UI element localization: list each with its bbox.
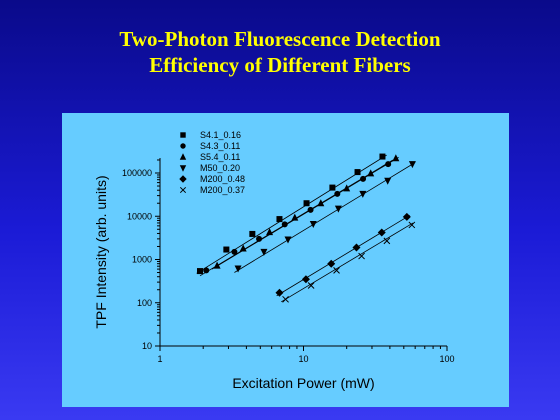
- data-point-m50-0-20: [260, 248, 268, 256]
- data-point-m50-0-20: [384, 177, 392, 185]
- legend-marker-s4-3-0-11: [180, 143, 186, 149]
- data-point-m50-0-20: [309, 221, 317, 229]
- x-tick-label: 100: [439, 354, 454, 364]
- y-axis-title: TPF Intensity (arb. units): [93, 175, 109, 328]
- data-point-m50-0-20: [334, 205, 342, 213]
- data-point-s5-4-0-11: [291, 213, 299, 221]
- legend-marker-s5-4-0-11: [179, 153, 187, 160]
- data-point-s5-4-0-11: [317, 199, 325, 207]
- legend-marker-m200-0-37: [179, 186, 187, 194]
- legend-label-s4-3-0-11: S4.3_0.11: [200, 141, 240, 151]
- legend-label-m200-0-37: M200_0.37: [200, 185, 245, 195]
- data-point-m200-0-48: [301, 275, 310, 284]
- data-point-s4-1-0-16: [354, 169, 361, 176]
- legend-marker-s4-1-0-16: [180, 132, 186, 138]
- y-tick-label: 10: [142, 341, 152, 351]
- data-point-m50-0-20: [234, 265, 242, 273]
- legend-marker-m50-0-20: [179, 165, 187, 172]
- data-point-m200-0-37: [282, 295, 289, 303]
- data-point-s4-1-0-16: [197, 268, 204, 275]
- data-point-m200-0-48: [352, 243, 361, 252]
- data-point-m200-0-37: [383, 237, 391, 245]
- tpf-chart: 1 10 100 10 100 1000 10000 100000 Excitation Pow…: [93, 130, 455, 391]
- data-point-m200-0-37: [358, 252, 365, 260]
- data-point-s4-3-0-11: [231, 248, 238, 255]
- plot-panel: 1 10 100 10 100 1000 10000 100000 Excitation Pow…: [62, 113, 509, 407]
- data-point-m200-0-48: [275, 288, 284, 297]
- data-point-m200-0-37: [408, 221, 416, 229]
- x-tick-label: 1: [157, 354, 162, 364]
- data-point-m200-0-48: [327, 259, 336, 268]
- data-point-m50-0-20: [408, 161, 416, 169]
- x-tick-label: 10: [298, 354, 308, 364]
- data-point-m200-0-37: [307, 282, 315, 289]
- y-tick-label: 1000: [132, 255, 152, 265]
- legend-label-m50-0-20: M50_0.20: [200, 163, 240, 173]
- data-point-s5-4-0-11: [367, 169, 375, 177]
- data-point-s5-4-0-11: [343, 184, 351, 192]
- data-point-s5-4-0-11: [239, 244, 247, 252]
- fit-line-m200-0-37: [281, 222, 414, 303]
- data-point-s4-1-0-16: [223, 246, 230, 253]
- data-point-s4-1-0-16: [276, 216, 283, 223]
- data-point-s4-3-0-11: [281, 221, 288, 228]
- legend-marker-m200-0-48: [179, 175, 187, 183]
- fit-line-m200-0-48: [276, 214, 410, 297]
- data-point-s4-3-0-11: [203, 267, 210, 274]
- data-point-s4-1-0-16: [329, 184, 336, 191]
- slide-title-line-1: Two-Photon Fluorescence Detection: [119, 27, 441, 51]
- slide-title: Two-Photon Fluorescence Detection Effici…: [0, 26, 560, 78]
- y-tick-label: 100: [137, 298, 152, 308]
- data-point-s4-1-0-16: [303, 200, 310, 207]
- data-point-s4-1-0-16: [249, 230, 256, 237]
- y-tick-label: 100000: [122, 168, 152, 178]
- legend-label-s4-1-0-16: S4.1_0.16: [200, 130, 241, 140]
- data-point-s5-4-0-11: [392, 154, 400, 162]
- legend-label-s5-4-0-11: S5.4_0.11: [200, 152, 240, 162]
- data-point-s5-4-0-11: [266, 228, 274, 236]
- data-point-s4-1-0-16: [379, 153, 386, 160]
- data-point-m50-0-20: [359, 190, 367, 198]
- data-point-m200-0-48: [402, 212, 411, 221]
- x-axis-title: Excitation Power (mW): [232, 375, 374, 391]
- slide-title-line-2: Efficiency of Different Fibers: [149, 53, 411, 77]
- data-point-s5-4-0-11: [213, 261, 221, 269]
- y-tick-label: 10000: [127, 211, 152, 221]
- data-point-m50-0-20: [284, 236, 292, 244]
- data-point-m200-0-48: [377, 228, 386, 237]
- legend-label-m200-0-48: M200_0.48: [200, 174, 245, 184]
- data-point-m200-0-37: [333, 267, 340, 274]
